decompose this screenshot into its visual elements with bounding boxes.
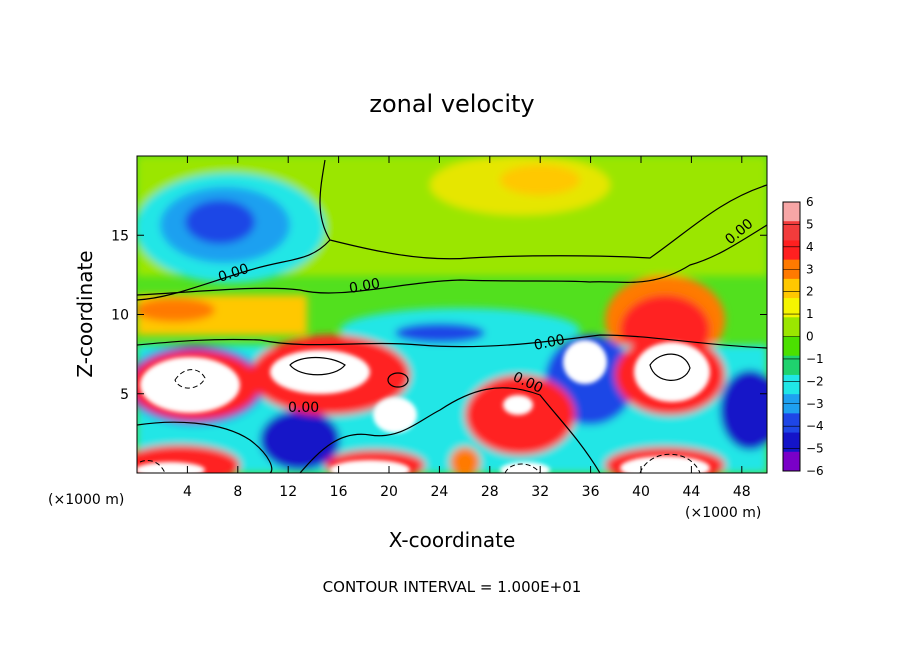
contour-interval-note: CONTOUR INTERVAL = 1.000E+01 — [323, 578, 582, 596]
over-range-6 — [503, 395, 533, 415]
x-tick-label: 16 — [330, 484, 348, 500]
contour-label: 0.00 — [348, 276, 381, 297]
neg-contour-4 — [639, 453, 701, 473]
colorbar-label: 6 — [806, 195, 814, 209]
colorbar-swatch — [783, 355, 800, 376]
colorbar-swatch — [783, 451, 800, 472]
cold-cell-core — [185, 200, 255, 244]
x-tick-label: 48 — [733, 484, 751, 500]
zero-contour-cell-2 — [649, 353, 691, 381]
blue-band-core — [395, 323, 485, 343]
colorbar-label: −3 — [806, 397, 824, 411]
colorbar-swatch — [783, 240, 800, 261]
over-range-1 — [140, 357, 240, 413]
red-cell-3 — [465, 375, 575, 455]
colorbar-label: 1 — [806, 307, 814, 321]
zero-contour-cell-1 — [289, 356, 346, 376]
colorbar-swatch — [783, 298, 800, 318]
colorbar: 6 5 4 3 2 1 0 −1 −2 −3 −4 −5 −6 — [782, 195, 824, 478]
zero-contour-cell-3 — [387, 372, 409, 388]
zero-contours — [137, 159, 767, 473]
y-axis-ticks: 5 10 15 — [111, 228, 767, 403]
over-range-10 — [500, 462, 550, 473]
colorbar-swatch — [783, 336, 800, 357]
x-unit-right: (×1000 m) — [685, 505, 761, 521]
over-range-3 — [373, 397, 417, 433]
x-tick-label: 44 — [682, 484, 700, 500]
over-range-7 — [330, 460, 410, 473]
colorbar-swatch — [783, 278, 800, 299]
colorbar-swatch — [783, 317, 800, 337]
negative-contours — [139, 369, 701, 473]
colorbar-label: 3 — [806, 262, 814, 276]
x-tick-label: 36 — [582, 484, 600, 500]
x-tick-label: 8 — [233, 484, 242, 500]
contour-label: 0.00 — [533, 332, 567, 354]
over-range-9 — [620, 456, 710, 473]
colorbar-label: 0 — [806, 330, 814, 344]
chart-title: zonal velocity — [369, 90, 534, 118]
x-tick-label: 4 — [183, 484, 192, 500]
colorbar-label: 4 — [806, 240, 814, 254]
x-tick-label: 40 — [632, 484, 650, 500]
colorbar-label: −1 — [806, 352, 824, 366]
colorbar-label: 2 — [806, 285, 814, 299]
over-range-2 — [270, 350, 370, 394]
zero-contour-mid — [137, 224, 767, 296]
x-tick-label: 28 — [481, 484, 499, 500]
x-tick-label: 24 — [430, 484, 448, 500]
colorbar-swatch — [783, 374, 800, 395]
x-unit-left: (×1000 m) — [48, 492, 124, 508]
colorbar-label: −6 — [806, 464, 824, 478]
lower-blue-4 — [720, 370, 767, 450]
zero-contour-lower — [137, 334, 767, 349]
red-cell-8 — [450, 447, 480, 473]
lower-blue-3 — [260, 410, 340, 470]
over-range-4 — [563, 340, 607, 384]
x-tick-label: 32 — [531, 484, 549, 500]
over-range-8 — [137, 462, 205, 473]
neg-contour-3 — [504, 463, 541, 473]
colorbar-swatch — [783, 221, 800, 241]
upper-warm-core — [500, 165, 580, 195]
y-tick-label: 5 — [120, 387, 129, 403]
neg-contour-2 — [139, 459, 166, 473]
y-tick-label: 15 — [111, 228, 129, 244]
over-range-5 — [634, 342, 710, 402]
colorbar-swatch — [783, 202, 800, 222]
colorbar-label: 5 — [806, 217, 814, 231]
x-tick-label: 20 — [380, 484, 398, 500]
contour-label: 0.00 — [288, 400, 319, 416]
y-tick-label: 10 — [111, 308, 129, 324]
velocity-field: 0.00 0.00 0.00 0.00 0.00 0.00 — [137, 156, 767, 473]
colorbar-swatch — [783, 413, 800, 434]
zero-contour-bottom — [137, 387, 601, 473]
colorbar-label: −5 — [806, 442, 824, 456]
neg-contour-1 — [174, 369, 206, 389]
colorbar-label: −4 — [806, 419, 824, 433]
colorbar-swatch — [783, 432, 800, 453]
x-axis-ticks: 4 8 12 16 20 24 28 32 36 40 44 48 — [183, 156, 751, 500]
x-tick-label: 12 — [279, 484, 297, 500]
colorbar-label: −2 — [806, 374, 824, 388]
x-axis-label: X-coordinate — [389, 528, 516, 552]
y-axis-label: Z-coordinate — [73, 250, 97, 377]
zero-contour-upper — [137, 159, 767, 301]
warm-band-core — [137, 298, 215, 322]
